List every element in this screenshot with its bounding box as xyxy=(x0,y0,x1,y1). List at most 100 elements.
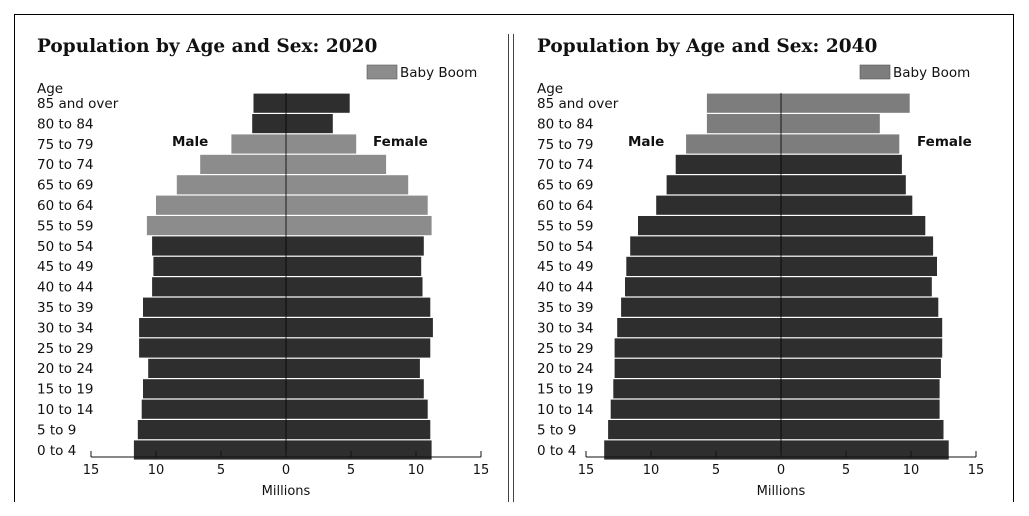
chart-2020-bar-male-13 xyxy=(148,358,286,378)
chart-2020-age-label-6: 55 to 59 xyxy=(37,218,94,234)
chart-2040-bar-male-0 xyxy=(706,93,781,113)
chart-2020-age-label-4: 65 to 69 xyxy=(37,178,94,194)
chart-2020-bar-female-17 xyxy=(286,440,432,460)
chart-2040-bar-female-1 xyxy=(781,114,880,134)
chart-2020-bar-male-5 xyxy=(156,195,286,215)
chart-2040-bar-female-11 xyxy=(781,318,943,338)
chart-2040-bar-male-8 xyxy=(626,256,781,276)
chart-2040-bar-female-16 xyxy=(781,420,944,440)
chart-2020-bar-female-8 xyxy=(286,256,422,276)
chart-2020-bar-female-5 xyxy=(286,195,428,215)
chart-2040-age-label-1: 80 to 84 xyxy=(537,116,594,132)
chart-2040-age-label-11: 30 to 34 xyxy=(537,320,594,336)
chart-2020-bar-female-10 xyxy=(286,297,431,317)
chart-2020-bar-female-14 xyxy=(286,379,424,399)
chart-2020-bar-female-7 xyxy=(286,236,424,256)
chart-2040-bar-female-12 xyxy=(781,338,943,358)
chart-2040-male-label: Male xyxy=(628,134,664,150)
chart-2020-age-label-15: 10 to 14 xyxy=(37,402,94,418)
chart-2020-bar-male-1 xyxy=(252,114,286,134)
chart-2020-bar-female-0 xyxy=(286,93,350,113)
chart-2020-bar-male-2 xyxy=(231,134,286,154)
chart-2040-bar-female-5 xyxy=(781,195,913,215)
chart-2020-legend-swatch xyxy=(366,64,398,80)
chart-2040-bar-female-4 xyxy=(781,175,906,195)
chart-2020-bar-female-6 xyxy=(286,216,432,236)
chart-2040-age-label-16: 5 to 9 xyxy=(537,422,576,438)
chart-2040-title: Population by Age and Sex: 2040 xyxy=(537,36,877,57)
panel-divider-right-line xyxy=(513,34,514,502)
chart-2020-age-label-13: 20 to 24 xyxy=(37,361,94,377)
chart-2040-bar-male-4 xyxy=(666,175,781,195)
chart-2020-bar-female-12 xyxy=(286,338,431,358)
chart-2040-bar-male-14 xyxy=(613,379,781,399)
chart-2040-bar-male-3 xyxy=(675,154,781,174)
chart-2040-bar-female-8 xyxy=(781,256,937,276)
chart-2020-bar-male-6 xyxy=(146,216,286,236)
chart-2040-age-label-0: 85 and over xyxy=(537,96,619,112)
chart-2040-age-title: Age xyxy=(537,81,563,97)
chart-2020-bar-male-9 xyxy=(152,277,286,297)
chart-2040-bar-female-7 xyxy=(781,236,934,256)
chart-2020-tick-label-2: 5 xyxy=(217,463,225,478)
chart-2020-age-label-1: 80 to 84 xyxy=(37,116,94,132)
chart-2040-bar-female-6 xyxy=(781,216,926,236)
chart-2020-bar-male-15 xyxy=(141,399,286,419)
chart-2020-bar-male-7 xyxy=(152,236,286,256)
chart-2040-bar-female-3 xyxy=(781,154,902,174)
chart-2040-bar-male-13 xyxy=(614,358,781,378)
chart-2020-x-axis-title: Millions xyxy=(262,484,311,499)
chart-2040-age-label-6: 55 to 59 xyxy=(537,218,594,234)
chart-2020-age-label-17: 0 to 4 xyxy=(37,443,76,459)
chart-2020-bar-female-16 xyxy=(286,420,431,440)
chart-2020-bar-male-8 xyxy=(153,256,286,276)
chart-2040-bar-female-2 xyxy=(781,134,900,154)
chart-2040-bar-male-7 xyxy=(630,236,781,256)
chart-2040-bar-male-12 xyxy=(614,338,781,358)
chart-2040-legend-swatch xyxy=(859,64,891,80)
chart-2040-age-label-7: 50 to 54 xyxy=(537,239,594,255)
chart-2020-age-label-14: 15 to 19 xyxy=(37,382,94,398)
chart-2040-age-label-14: 15 to 19 xyxy=(537,382,594,398)
chart-2020-panel: Population by Age and Sex: 2020 Baby Boom… xyxy=(37,36,489,499)
chart-2020-bar-female-11 xyxy=(286,318,433,338)
panel-divider-left-line xyxy=(508,34,509,502)
chart-2040-age-label-9: 40 to 44 xyxy=(537,280,594,296)
chart-2040-bar-male-15 xyxy=(610,399,781,419)
chart-2040-age-label-12: 25 to 29 xyxy=(537,341,594,357)
chart-2020-age-label-0: 85 and over xyxy=(37,96,119,112)
chart-2040-panel: Population by Age and Sex: 2040 Baby Boom… xyxy=(537,36,984,499)
chart-2040-tick-label-4: 5 xyxy=(842,463,850,478)
chart-2040-bar-female-9 xyxy=(781,277,932,297)
chart-2040-tick-label-0: 15 xyxy=(578,463,595,478)
chart-2020-age-label-7: 50 to 54 xyxy=(37,239,94,255)
chart-2040-bar-male-16 xyxy=(608,420,781,440)
chart-2020-age-label-3: 70 to 74 xyxy=(37,157,94,173)
chart-2040-bar-male-17 xyxy=(604,440,781,460)
chart-2040-female-label: Female xyxy=(917,134,972,150)
chart-2020-tick-label-6: 15 xyxy=(473,463,490,478)
chart-2040-bar-male-11 xyxy=(617,318,781,338)
chart-2020-age-label-8: 45 to 49 xyxy=(37,259,94,275)
chart-2040-age-label-5: 60 to 64 xyxy=(537,198,594,214)
chart-2020-bar-female-15 xyxy=(286,399,428,419)
chart-2040-age-label-3: 70 to 74 xyxy=(537,157,594,173)
chart-2020-tick-label-1: 10 xyxy=(148,463,165,478)
chart-2020-age-label-11: 30 to 34 xyxy=(37,320,94,336)
chart-2020-male-label: Male xyxy=(172,134,208,150)
chart-2020-bar-female-4 xyxy=(286,175,409,195)
chart-2040-tick-label-3: 0 xyxy=(777,463,785,478)
chart-2020-legend-label: Baby Boom xyxy=(400,65,477,81)
figure-frame xyxy=(14,14,1014,502)
chart-2040-bar-female-0 xyxy=(781,93,910,113)
chart-2020-age-label-10: 35 to 39 xyxy=(37,300,94,316)
chart-2040-legend-label: Baby Boom xyxy=(893,65,970,81)
chart-2040-age-label-17: 0 to 4 xyxy=(537,443,576,459)
chart-2020-female-label: Female xyxy=(373,134,428,150)
chart-2040-bar-male-5 xyxy=(656,195,781,215)
chart-2040-bar-male-9 xyxy=(625,277,781,297)
chart-2020-bar-female-13 xyxy=(286,358,420,378)
chart-2020-tick-label-4: 5 xyxy=(347,463,355,478)
